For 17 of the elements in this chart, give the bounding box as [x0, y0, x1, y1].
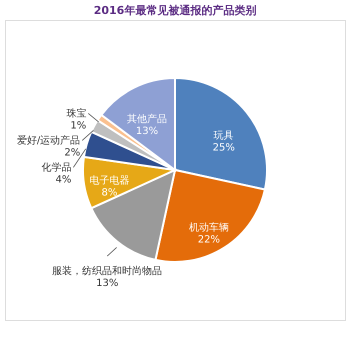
data-label: 25%	[212, 142, 235, 154]
slice-label: 爱好/运动产品	[16, 134, 80, 146]
data-label: 22%	[198, 234, 220, 246]
data-label: 4%	[56, 174, 72, 186]
slice-label: 玩具	[214, 130, 234, 142]
slice-label: 电子电器	[89, 174, 130, 186]
data-label: 1%	[70, 120, 86, 132]
chart-title: 2016年最常见被通报的产品类别	[94, 4, 256, 17]
slice-label: 机动车辆	[188, 222, 229, 234]
slice-label: 服装，纺织品和时尚物品	[52, 265, 162, 278]
data-label: 8%	[101, 187, 118, 198]
data-label: 2%	[64, 147, 80, 158]
slice-label: 化学品	[41, 161, 72, 174]
data-label: 13%	[136, 126, 158, 138]
slice-label: 其他产品	[126, 113, 167, 126]
data-label: 13%	[96, 278, 118, 290]
slice-label: 珠宝	[66, 107, 86, 120]
